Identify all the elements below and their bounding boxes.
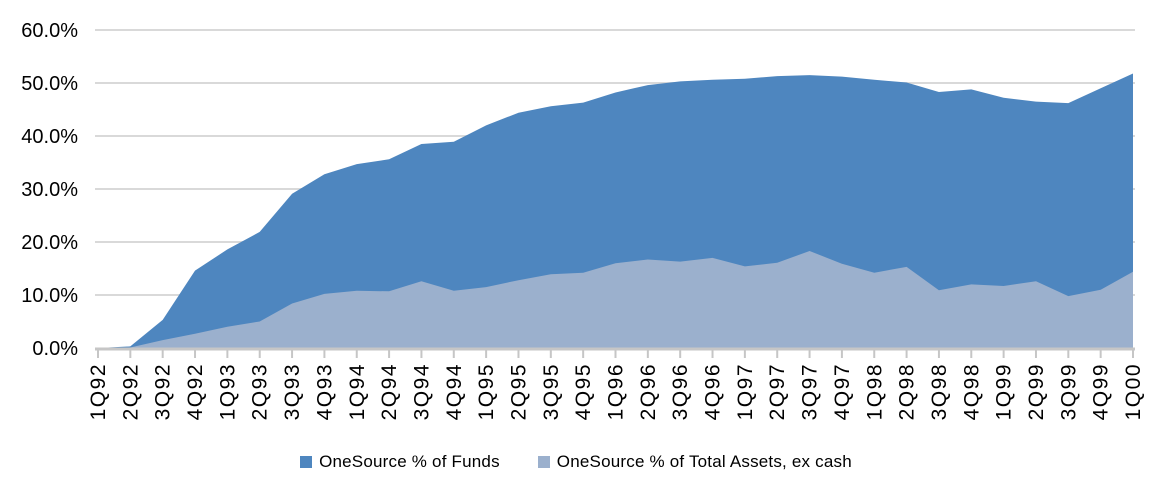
legend-label-funds: OneSource % of Funds bbox=[319, 452, 500, 471]
x-axis-label: 3Q99 bbox=[1057, 363, 1080, 420]
y-axis-label: 60.0% bbox=[21, 20, 78, 42]
x-axis-label: 4Q93 bbox=[313, 363, 336, 420]
y-axis-label: 50.0% bbox=[21, 73, 78, 95]
area-chart: 60.0% 50.0% 40.0% 30.0% 20.0% 10.0% 0.0% 1Q92 2… bbox=[21, 20, 1145, 420]
legend-item-funds: OneSource % of Funds bbox=[300, 452, 500, 472]
x-axis-label: 4Q98 bbox=[960, 363, 983, 420]
x-axis-label: 4Q94 bbox=[443, 363, 466, 420]
x-axis-label: 2Q97 bbox=[766, 363, 789, 420]
x-axis-label: 2Q92 bbox=[119, 363, 142, 420]
x-axis-label: 2Q96 bbox=[637, 363, 660, 420]
x-axis-label: 1Q95 bbox=[475, 363, 498, 420]
y-axis-label: 0.0% bbox=[32, 338, 78, 360]
x-axis-label: 4Q95 bbox=[572, 363, 595, 420]
x-axis-label: 1Q93 bbox=[216, 363, 239, 420]
x-axis-label: 2Q99 bbox=[1025, 363, 1048, 420]
legend-item-assets: OneSource % of Total Assets, ex cash bbox=[537, 452, 852, 472]
x-axis-label: 4Q96 bbox=[702, 363, 725, 420]
x-axis-label: 3Q98 bbox=[928, 363, 951, 420]
x-axis-label: 2Q93 bbox=[249, 363, 272, 420]
x-axis-label: 3Q96 bbox=[669, 363, 692, 420]
y-axis-labels-group: 60.0% 50.0% 40.0% 30.0% 20.0% 10.0% 0.0% bbox=[21, 20, 78, 360]
x-axis-label: 1Q97 bbox=[734, 363, 757, 420]
y-axis-label: 40.0% bbox=[21, 126, 78, 148]
x-axis-label: 2Q94 bbox=[378, 363, 401, 420]
x-axis-label: 3Q97 bbox=[799, 363, 822, 420]
x-axis-label: 4Q92 bbox=[184, 363, 207, 420]
area-assets-polygon bbox=[98, 251, 1133, 348]
legend-swatch-assets bbox=[537, 456, 550, 468]
axis-group bbox=[95, 347, 1135, 358]
y-axis-label: 10.0% bbox=[21, 285, 78, 307]
x-axis-label: 1Q92 bbox=[87, 363, 110, 420]
x-axis-label: 3Q92 bbox=[152, 363, 175, 420]
x-axis-label: 1Q94 bbox=[346, 363, 369, 420]
legend-swatch-funds bbox=[300, 456, 313, 468]
x-axis-label: 2Q98 bbox=[896, 363, 919, 420]
x-axis-label: 1Q00 bbox=[1122, 363, 1145, 420]
x-axis-labels-group: 1Q92 2Q92 3Q92 4Q92 1Q93 2Q93 3Q93 4Q93 1Q94 2Q94… bbox=[87, 363, 1145, 420]
legend-label-assets: OneSource % of Total Assets, ex cash bbox=[556, 452, 852, 471]
x-axis-label: 2Q95 bbox=[507, 363, 530, 420]
x-axis-label: 4Q99 bbox=[1090, 363, 1113, 420]
y-axis-label: 30.0% bbox=[21, 179, 78, 201]
y-axis-label: 20.0% bbox=[21, 232, 78, 254]
areas-group bbox=[98, 73, 1133, 348]
x-axis-label: 3Q95 bbox=[540, 363, 563, 420]
x-axis-label: 1Q99 bbox=[993, 363, 1016, 420]
x-axis-label: 1Q96 bbox=[605, 363, 628, 420]
x-axis-label: 4Q97 bbox=[831, 363, 854, 420]
x-axis-label: 1Q98 bbox=[863, 363, 886, 420]
x-axis-label: 3Q94 bbox=[410, 363, 433, 420]
chart-legend: OneSource % of Funds OneSource % of Tota… bbox=[0, 444, 1152, 480]
x-axis-label: 3Q93 bbox=[281, 363, 304, 420]
